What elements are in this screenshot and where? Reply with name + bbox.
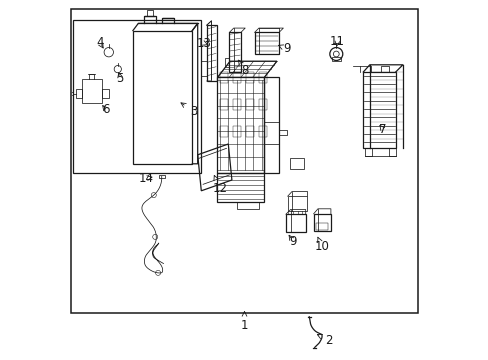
Text: 10: 10 xyxy=(314,237,328,253)
Bar xyxy=(220,99,227,110)
Text: 12: 12 xyxy=(212,175,227,195)
Bar xyxy=(287,196,307,211)
Bar xyxy=(258,99,266,110)
Bar xyxy=(264,122,278,144)
Text: 9: 9 xyxy=(288,235,296,248)
Text: 4: 4 xyxy=(96,36,103,49)
Bar xyxy=(73,20,201,173)
Text: 3: 3 xyxy=(181,103,197,118)
Bar xyxy=(258,126,266,137)
Text: 1: 1 xyxy=(240,311,248,332)
Bar xyxy=(76,89,82,98)
Bar xyxy=(245,126,253,137)
Bar xyxy=(237,202,258,209)
Bar xyxy=(289,158,303,169)
Bar xyxy=(245,99,253,110)
Bar xyxy=(285,214,305,232)
Bar xyxy=(264,77,278,173)
Text: 14: 14 xyxy=(139,172,154,185)
Bar xyxy=(315,223,327,230)
Bar xyxy=(102,89,108,98)
Bar xyxy=(220,126,227,137)
Text: 5: 5 xyxy=(116,72,124,85)
Text: 13: 13 xyxy=(196,37,211,50)
Bar xyxy=(313,214,330,231)
Text: 8: 8 xyxy=(238,60,248,77)
Text: 11: 11 xyxy=(329,35,344,48)
Bar xyxy=(232,72,241,83)
Text: 6: 6 xyxy=(102,103,109,116)
Bar xyxy=(258,72,266,83)
Bar xyxy=(331,57,340,61)
Bar xyxy=(82,79,102,103)
Bar xyxy=(245,72,253,83)
Bar xyxy=(363,72,395,148)
Text: 2: 2 xyxy=(317,334,332,347)
Bar xyxy=(159,175,164,178)
Bar xyxy=(220,72,227,83)
Text: 7: 7 xyxy=(379,123,386,136)
Bar xyxy=(232,99,241,110)
Bar xyxy=(229,32,241,72)
Bar xyxy=(232,126,241,137)
Bar xyxy=(254,32,279,54)
Text: 9: 9 xyxy=(278,42,290,55)
Bar xyxy=(206,25,216,81)
Bar xyxy=(71,9,418,313)
